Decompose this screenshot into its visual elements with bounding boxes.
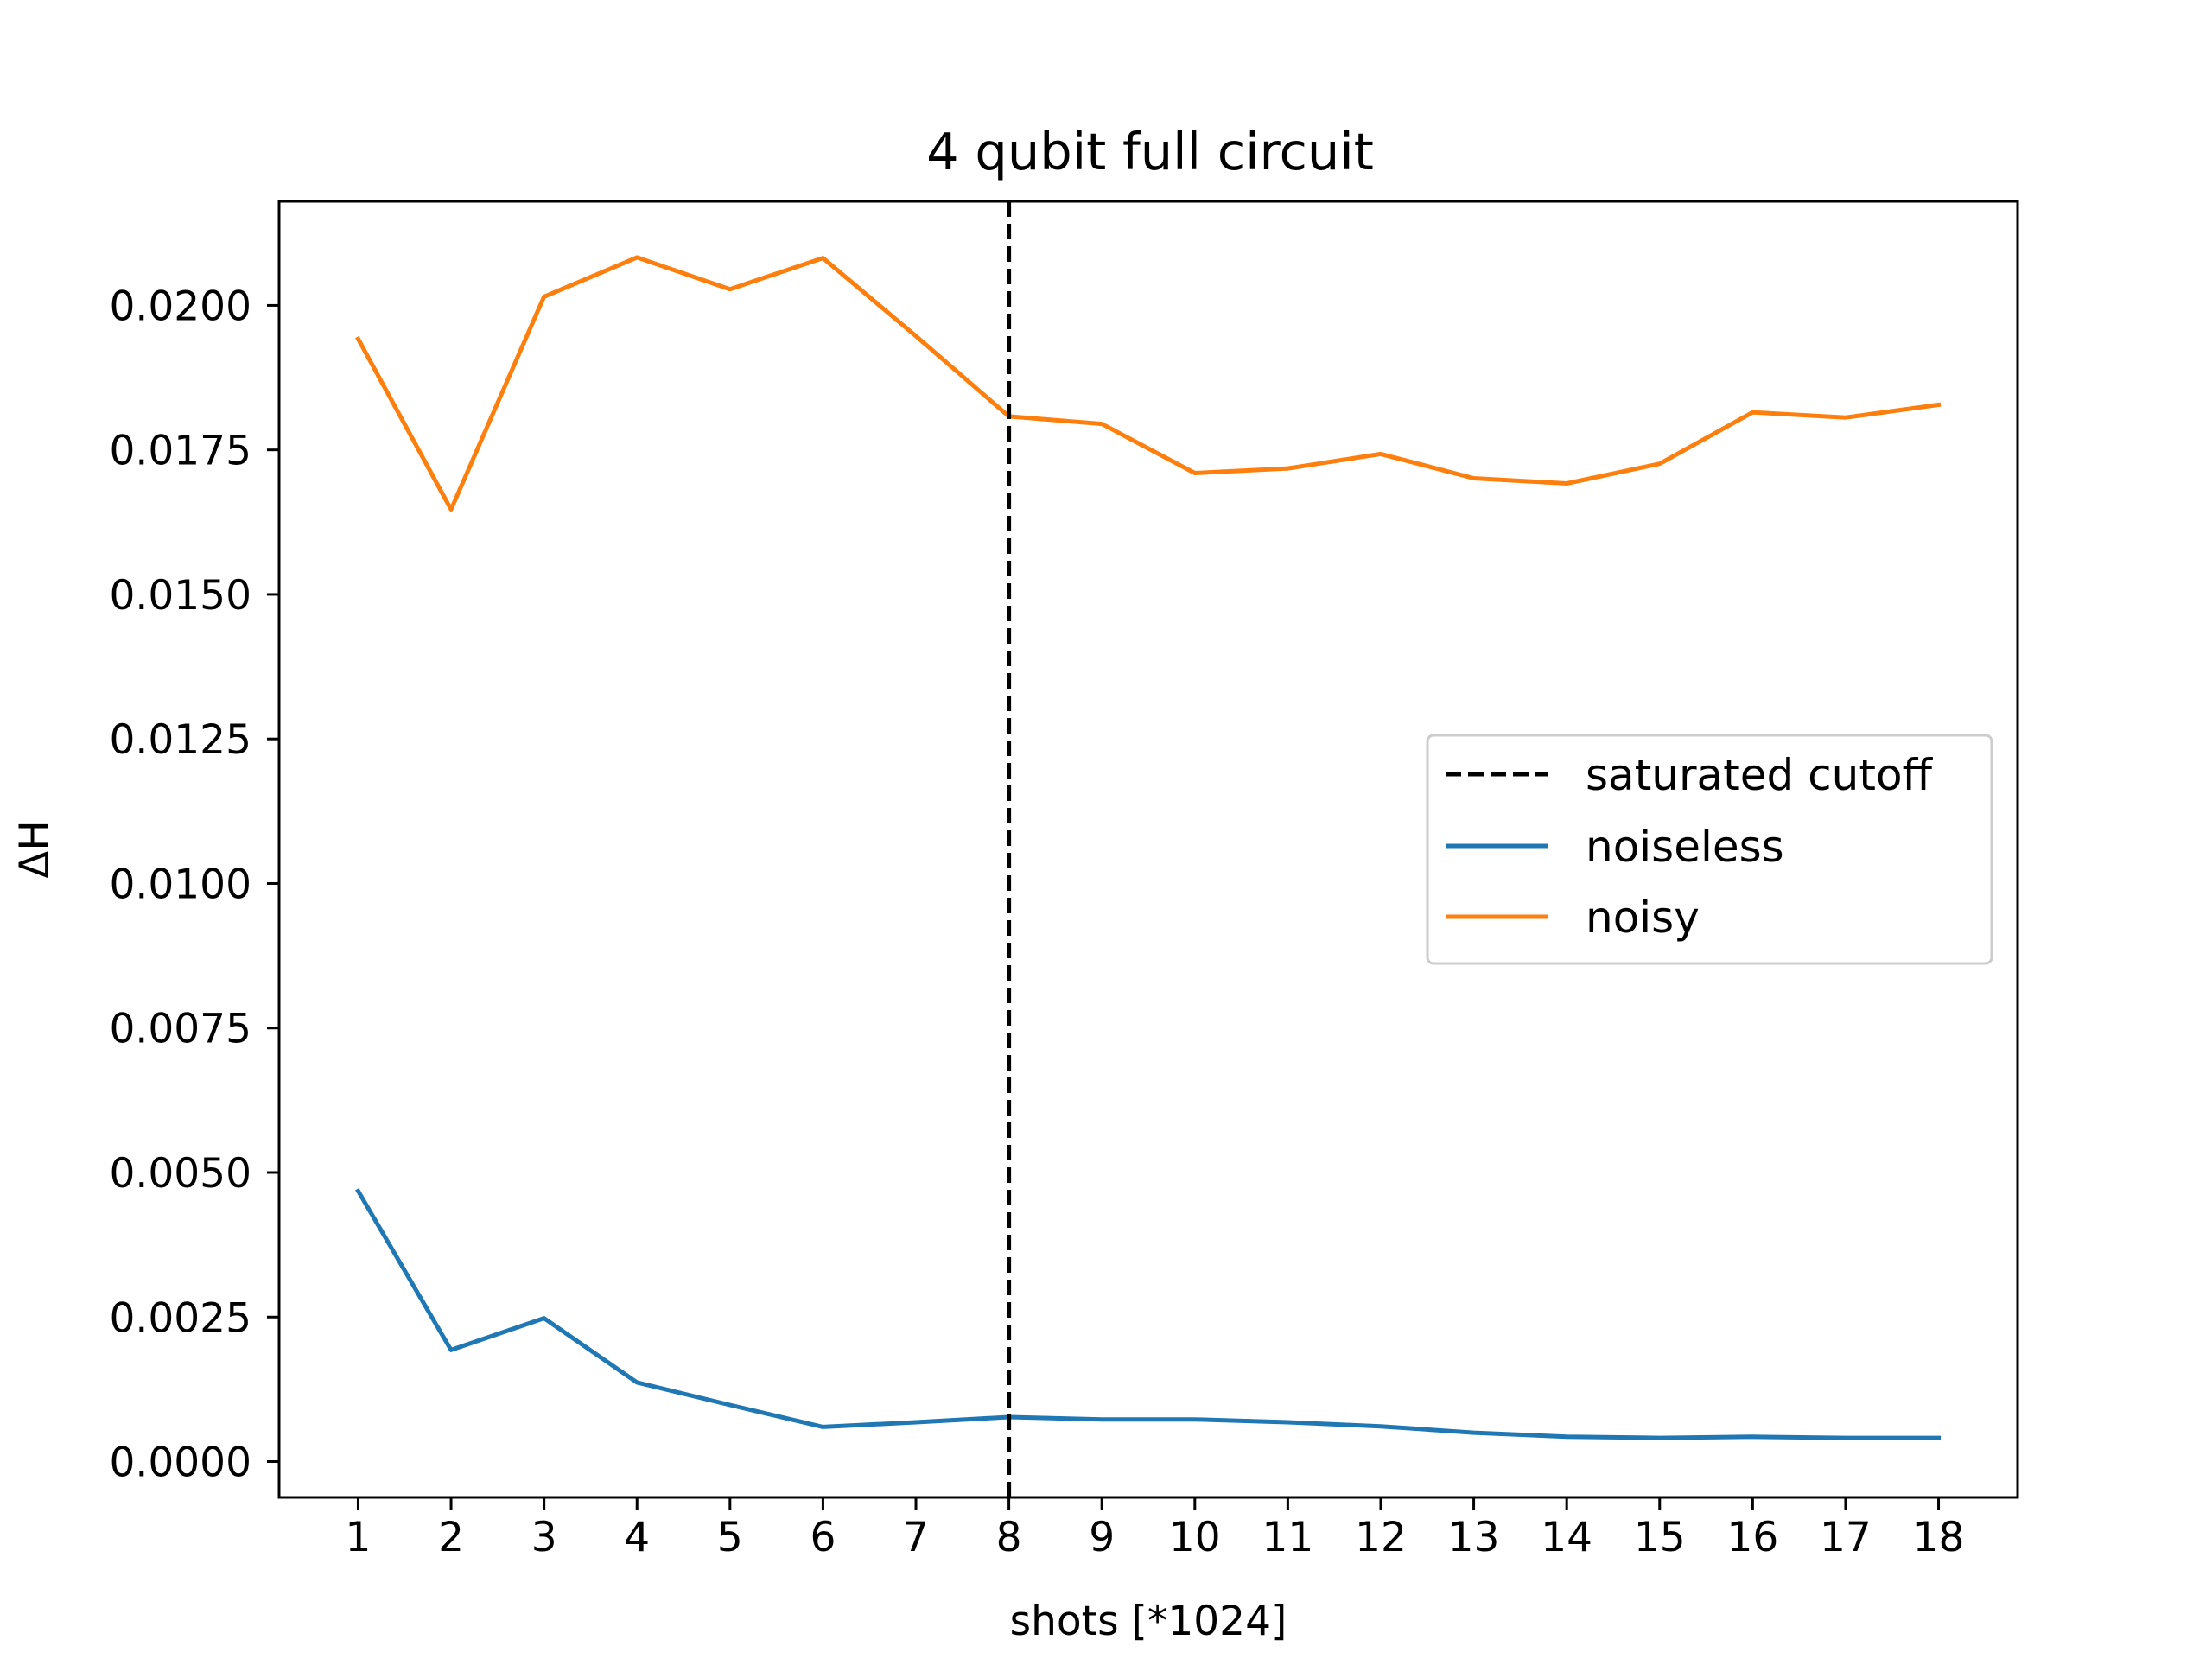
x-tick-label: 2 <box>438 1514 464 1561</box>
axes-frame <box>277 200 2019 1499</box>
series-line-noisy <box>355 255 1942 512</box>
x-tick-label: 10 <box>1169 1514 1221 1561</box>
y-axis-title: ΔH <box>11 820 59 879</box>
x-tick-label: 9 <box>1089 1514 1115 1561</box>
x-axis: 1 2 3 4 5 6 7 8 9 10 11 12 13 14 15 16 17 18 <box>346 1497 1965 1561</box>
y-tick-label: 0.0150 <box>110 572 251 620</box>
y-tick-label: 0.0075 <box>110 1006 251 1053</box>
plot-area <box>355 201 1942 1497</box>
x-tick-label: 5 <box>717 1514 743 1561</box>
y-tick-label: 0.0125 <box>110 716 251 764</box>
legend-label-noiseless: noiseless <box>1586 822 1784 872</box>
legend-label-saturated-cutoff: saturated cutoff <box>1586 750 1934 800</box>
x-tick-label: 13 <box>1448 1514 1500 1561</box>
x-tick-label: 15 <box>1634 1514 1686 1561</box>
y-tick-label: 0.0200 <box>110 283 251 330</box>
x-tick-label: 6 <box>810 1514 836 1561</box>
y-tick-label: 0.0100 <box>110 861 251 908</box>
x-tick-label: 7 <box>903 1514 929 1561</box>
x-tick-label: 8 <box>996 1514 1022 1561</box>
y-tick-label: 0.0050 <box>110 1150 251 1198</box>
x-tick-label: 4 <box>624 1514 650 1561</box>
x-tick-label: 12 <box>1355 1514 1407 1561</box>
x-tick-label: 14 <box>1541 1514 1592 1561</box>
legend: saturated cutoff noiseless noisy <box>1426 734 1993 965</box>
x-tick-label: 3 <box>531 1514 557 1561</box>
y-tick-label: 0.0000 <box>110 1440 251 1487</box>
x-tick-label: 1 <box>346 1514 372 1561</box>
legend-label-noisy: noisy <box>1586 893 1700 943</box>
legend-frame <box>1426 734 1993 965</box>
series-line-noiseless <box>355 1187 1941 1440</box>
x-tick-label: 11 <box>1262 1514 1313 1561</box>
y-tick-label: 0.0025 <box>110 1294 251 1342</box>
x-tick-label: 16 <box>1726 1514 1778 1561</box>
y-axis: 0.0000 0.0025 0.0050 0.0075 0.0100 0.0125 0.01… <box>110 283 279 1487</box>
chart-title: 4 qubit full circuit <box>926 122 1374 181</box>
x-tick-label: 18 <box>1913 1514 1965 1561</box>
x-tick-label: 17 <box>1820 1514 1872 1561</box>
y-tick-label: 0.0175 <box>110 428 251 475</box>
x-axis-title: shots [*1024] <box>1010 1598 1287 1645</box>
